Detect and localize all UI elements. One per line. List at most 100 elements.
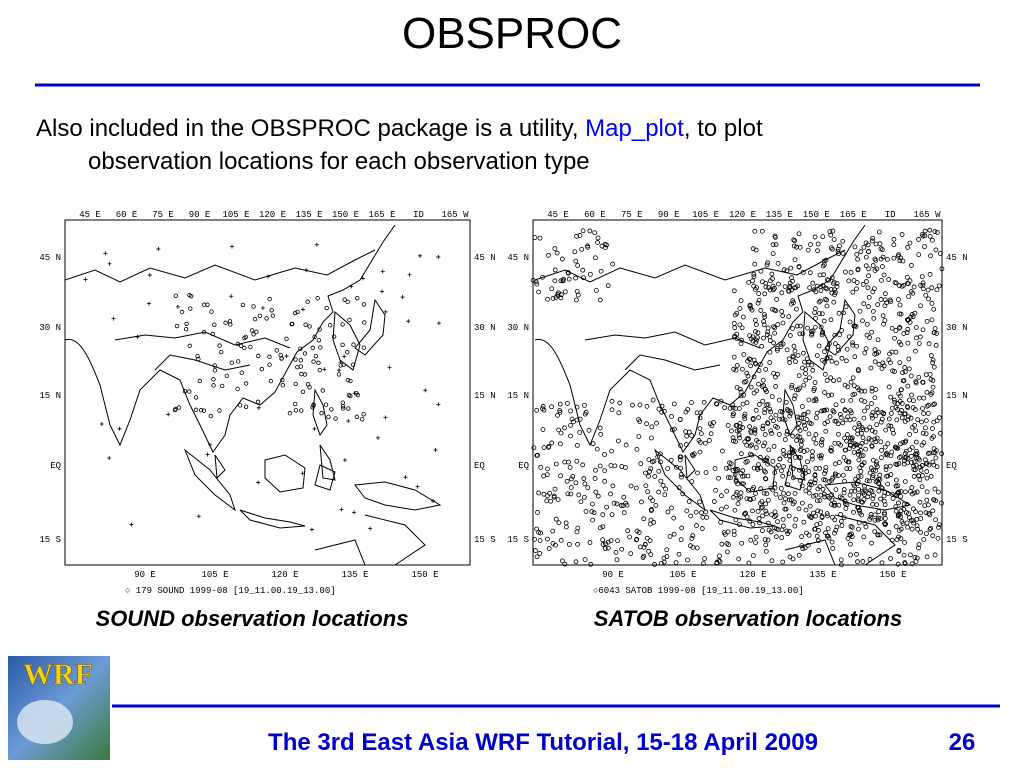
obs-marker [354,295,360,301]
obs-cross [436,254,441,259]
obs-marker [654,420,659,426]
obs-marker [669,427,675,433]
obs-marker [911,506,916,512]
obs-marker [927,450,933,456]
obs-marker [827,354,833,360]
obs-marker [209,309,214,314]
map-bottom-label: 120 E [739,570,766,580]
obs-marker [790,433,796,439]
obs-marker [854,551,859,557]
obs-marker [934,229,940,235]
obs-marker [883,427,889,433]
obs-marker [643,483,649,489]
obs-cross [147,273,152,278]
obs-marker [927,272,933,277]
obs-marker [916,341,922,346]
obs-marker [550,528,556,534]
obs-cross [352,510,357,515]
obs-marker [742,416,748,422]
obs-marker [593,489,599,495]
obs-marker [731,528,737,534]
obs-marker [911,463,917,469]
obs-marker [853,476,859,482]
obs-marker [871,286,877,292]
obs-marker [676,485,682,491]
obs-marker [689,400,694,405]
obs-marker [917,499,923,505]
obs-marker [863,446,869,452]
obs-cross [376,435,381,440]
obs-marker [799,415,804,421]
obs-marker [609,407,615,413]
obs-marker [552,246,558,251]
obs-marker [725,529,731,535]
obs-marker [887,463,893,469]
obs-marker [807,503,813,509]
obs-marker [858,474,864,479]
obs-marker [775,322,781,327]
obs-marker [558,430,564,436]
obs-marker [580,267,586,273]
obs-marker [561,276,566,282]
obs-marker [773,412,779,418]
obs-marker [348,378,353,384]
obs-marker [205,302,210,307]
obs-marker [307,385,312,390]
obs-marker [762,406,768,412]
obs-marker [861,497,867,503]
obs-marker [866,266,872,272]
obs-marker [851,497,857,503]
obs-marker [173,293,178,298]
obs-marker [828,447,833,453]
obs-marker [602,452,607,457]
obs-marker [939,500,944,506]
obs-marker [729,428,734,434]
map-bottom-label: 150 E [879,570,906,580]
obs-marker [553,461,559,467]
obs-marker [910,405,916,411]
obs-marker [793,455,798,460]
obs-marker [738,490,744,496]
obs-marker [797,478,803,483]
obs-marker [768,415,774,421]
obs-marker [933,342,939,348]
obs-marker [858,249,864,255]
obs-marker [547,490,552,496]
obs-cross [205,452,210,457]
obs-marker [790,353,796,359]
obs-marker [884,473,890,479]
obs-marker [316,360,321,366]
obs-marker [868,365,874,371]
obs-marker [872,347,878,353]
obs-marker [829,448,834,454]
obs-marker [833,341,838,347]
obs-marker [212,368,218,373]
obs-marker [738,451,744,457]
obs-marker [744,514,750,520]
obs-marker [919,419,924,425]
obs-marker [799,438,805,443]
obs-marker [875,410,881,415]
obs-marker [219,383,225,389]
obs-marker [872,351,878,357]
obs-marker [758,486,764,492]
obs-marker [828,317,834,323]
obs-marker [785,531,791,537]
obs-marker [772,470,778,475]
obs-marker [825,526,831,532]
obs-marker [924,318,930,324]
obs-cross [403,475,408,480]
obs-marker [731,288,737,294]
obs-marker [745,358,750,364]
obs-marker [845,536,851,541]
obs-marker [914,489,920,495]
obs-marker [890,368,895,374]
map-top-label: ID [885,210,896,220]
obs-marker [848,397,854,403]
obs-marker [801,412,807,417]
obs-cross [304,268,309,273]
obs-marker [757,520,763,526]
obs-marker [769,271,775,277]
obs-marker [912,490,918,496]
